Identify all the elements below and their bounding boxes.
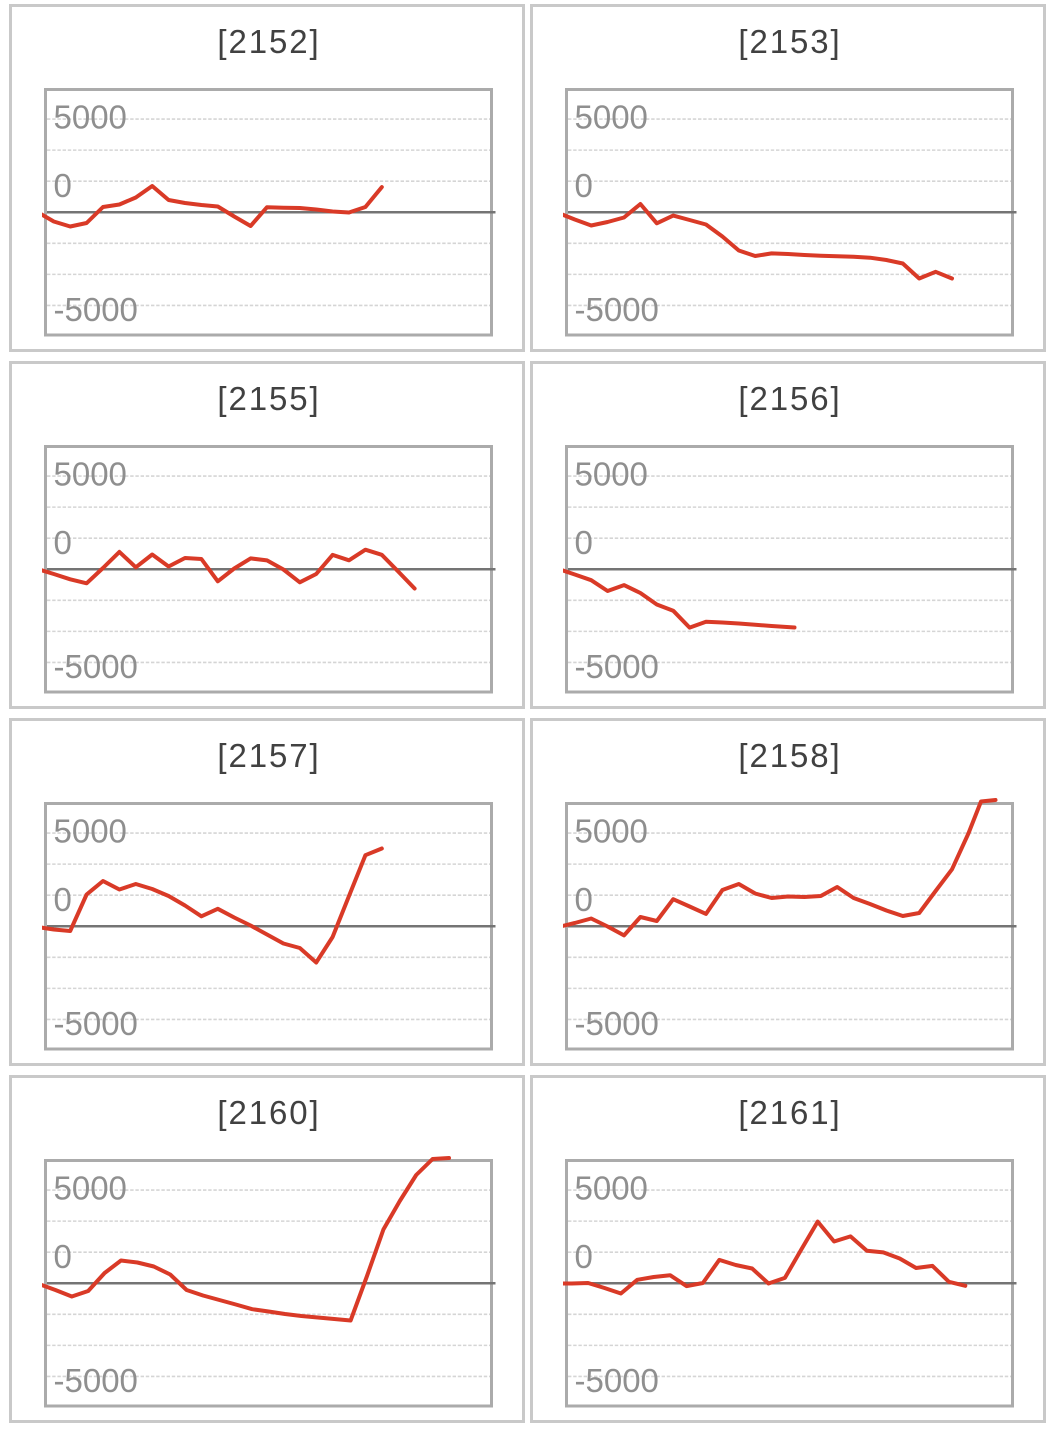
svg-text:0: 0 [53, 524, 71, 561]
svg-text:-5000: -5000 [53, 291, 137, 328]
svg-text:-5000: -5000 [574, 1362, 658, 1399]
svg-text:5000: 5000 [574, 812, 647, 849]
svg-text:-5000: -5000 [53, 648, 137, 685]
svg-text:-5000: -5000 [53, 1362, 137, 1399]
svg-text:0: 0 [574, 167, 592, 204]
svg-text:0: 0 [53, 167, 71, 204]
svg-text:5000: 5000 [53, 1169, 126, 1206]
svg-text:-5000: -5000 [574, 648, 658, 685]
svg-text:-5000: -5000 [574, 291, 658, 328]
svg-text:0: 0 [53, 1238, 71, 1275]
svg-text:0: 0 [574, 524, 592, 561]
svg-text:-5000: -5000 [53, 1005, 137, 1042]
svg-text:5000: 5000 [574, 455, 647, 492]
svg-text:5000: 5000 [574, 98, 647, 135]
svg-text:5000: 5000 [574, 1169, 647, 1206]
svg-text:0: 0 [574, 881, 592, 918]
svg-text:5000: 5000 [53, 98, 126, 135]
svg-text:5000: 5000 [53, 812, 126, 849]
svg-text:0: 0 [574, 1238, 592, 1275]
svg-text:-5000: -5000 [574, 1005, 658, 1042]
svg-text:0: 0 [53, 881, 71, 918]
svg-text:5000: 5000 [53, 455, 126, 492]
